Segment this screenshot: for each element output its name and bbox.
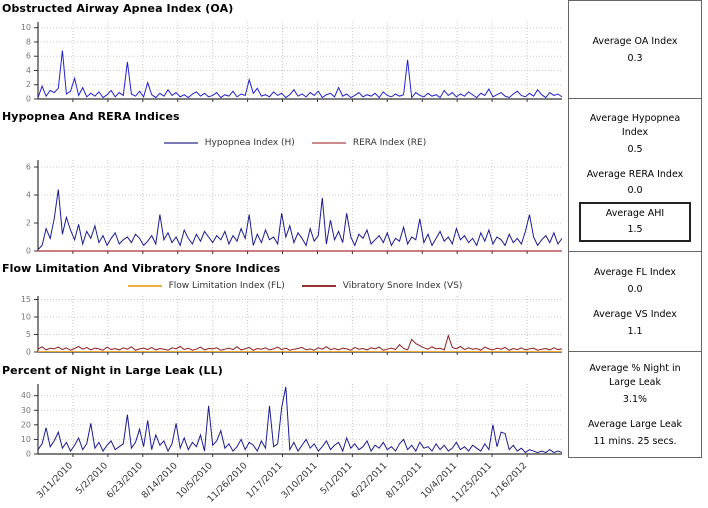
- svg-text:0: 0: [26, 95, 31, 104]
- vibratory-snore-legend-line-icon: [301, 285, 336, 287]
- avg-ahi-value: 1.5: [627, 224, 643, 236]
- svg-text:10: 10: [21, 23, 31, 32]
- svg-text:0: 0: [26, 348, 31, 357]
- hypopnea-rera-legend: Hypopnea Index (H) RERA Index (RE): [38, 138, 562, 148]
- avg-large-leak-time-label: Average Large Leak: [587, 418, 683, 430]
- svg-text:6: 6: [26, 163, 31, 172]
- avg-vs-value: 1.1: [627, 325, 643, 337]
- fl-vs-legend: Flow Limitation Index (FL) Vibratory Sno…: [38, 281, 562, 291]
- avg-rera-value: 0.0: [627, 185, 643, 197]
- oa-chart-title: Obstructed Airway Apnea Index (OA): [2, 2, 234, 15]
- avg-vs-label: Average VS Index: [593, 309, 677, 320]
- summary-panel: Average OA Index 0.3 Average Hypopnea In…: [568, 0, 702, 458]
- svg-text:6/23/2010: 6/23/2010: [105, 461, 145, 501]
- avg-fl-label: Average FL Index: [594, 267, 676, 279]
- svg-text:6/22/2011: 6/22/2011: [350, 461, 390, 501]
- svg-text:3/11/2010: 3/11/2010: [35, 461, 75, 501]
- svg-text:5/1/2011: 5/1/2011: [319, 461, 355, 497]
- svg-text:0: 0: [26, 247, 31, 256]
- svg-text:3/10/2011: 3/10/2011: [280, 461, 320, 501]
- svg-text:5: 5: [26, 330, 31, 339]
- avg-oa-box: Average OA Index 0.3: [568, 0, 702, 99]
- fl-vs-chart-title: Flow Limitation And Vibratory Snore Indi…: [2, 262, 281, 275]
- svg-text:8: 8: [26, 37, 31, 46]
- hypopnea-rera-chart: 0 2 4 6: [0, 160, 566, 264]
- svg-text:20: 20: [21, 420, 31, 429]
- svg-text:10: 10: [21, 313, 31, 322]
- svg-text:10: 10: [21, 435, 31, 444]
- avg-fl-value: 0.0: [627, 284, 643, 295]
- svg-text:1/17/2011: 1/17/2011: [245, 461, 285, 501]
- avg-large-leak-time-value: 11 mins. 25 secs.: [593, 435, 677, 447]
- avg-hypopnea-rera-box: Average Hypopnea Index 0.5 Average RERA …: [568, 99, 702, 252]
- svg-text:2: 2: [26, 219, 31, 228]
- avg-fl-vs-box: Average FL Index 0.0 Average VS Index 1.…: [568, 252, 702, 352]
- svg-text:0: 0: [26, 450, 31, 459]
- svg-text:1/16/2012: 1/16/2012: [490, 461, 530, 501]
- svg-text:5/2/2010: 5/2/2010: [74, 461, 110, 497]
- svg-text:4: 4: [26, 191, 31, 200]
- avg-rera-label: Average RERA Index: [586, 168, 684, 180]
- avg-ahi-box: Average AHI 1.5: [579, 202, 691, 243]
- svg-text:6: 6: [26, 52, 31, 61]
- hypopnea-legend-line-icon: [163, 142, 198, 144]
- fl-vs-chart: 0 5 10 15: [0, 295, 566, 366]
- svg-text:2: 2: [26, 80, 31, 89]
- vibratory-snore-legend-label: Vibratory Snore Index (VS): [342, 281, 463, 291]
- svg-text:8/14/2010: 8/14/2010: [140, 461, 180, 501]
- avg-ahi-label: Average AHI: [605, 208, 665, 220]
- avg-hypopnea-label: Average Hypopnea Index: [589, 113, 681, 138]
- large-leak-chart: 0 10 20 30 40 3/11/2010 5/2/2010 6/23/2010 8/14/…: [0, 384, 566, 508]
- svg-text:30: 30: [21, 406, 31, 415]
- hypopnea-rera-chart-title: Hypopnea And RERA Indices: [2, 110, 180, 123]
- svg-text:4: 4: [26, 66, 31, 75]
- avg-oa-label: Average OA Index: [592, 36, 678, 48]
- rera-legend-line-icon: [311, 142, 346, 144]
- hypopnea-legend-label: Hypopnea Index (H): [204, 138, 295, 148]
- avg-oa-value: 0.3: [627, 52, 643, 64]
- rera-legend-label: RERA Index (RE): [352, 138, 427, 148]
- avg-hypopnea-value: 0.5: [627, 143, 643, 155]
- flow-limitation-legend-label: Flow Limitation Index (FL): [168, 281, 285, 291]
- svg-text:40: 40: [21, 391, 31, 400]
- oa-index-chart: 0 2 4 6 8 10: [0, 22, 566, 112]
- avg-pct-large-leak-label: Average % Night in Large Leak: [589, 363, 681, 389]
- avg-pct-large-leak-value: 3.1%: [622, 393, 648, 405]
- svg-text:8/13/2011: 8/13/2011: [385, 461, 425, 501]
- svg-text:15: 15: [21, 296, 31, 304]
- flow-limitation-legend-line-icon: [127, 285, 162, 287]
- large-leak-chart-title: Percent of Night in Large Leak (LL): [2, 364, 223, 377]
- avg-large-leak-box: Average % Night in Large Leak 3.1% Avera…: [568, 352, 702, 458]
